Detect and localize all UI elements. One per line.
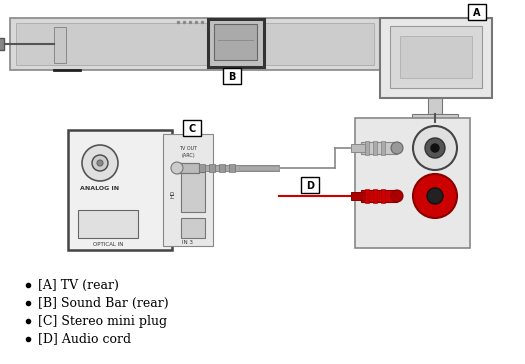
- Circle shape: [413, 126, 457, 170]
- Bar: [209, 164, 215, 172]
- Text: HD: HD: [171, 190, 175, 198]
- Bar: [390, 26, 482, 88]
- Bar: [181, 172, 205, 212]
- Bar: [381, 141, 385, 155]
- Bar: [163, 134, 213, 246]
- Bar: [365, 189, 369, 203]
- Bar: [177, 163, 199, 173]
- Circle shape: [97, 160, 103, 166]
- Text: D: D: [306, 181, 314, 191]
- Text: IN 3: IN 3: [183, 240, 194, 245]
- Bar: [361, 142, 397, 154]
- Bar: [10, 18, 380, 70]
- Bar: [412, 114, 458, 122]
- Bar: [214, 24, 257, 60]
- Bar: [380, 18, 492, 98]
- Bar: [365, 141, 369, 155]
- Text: A: A: [473, 8, 481, 18]
- Text: B: B: [228, 72, 236, 82]
- Circle shape: [391, 142, 403, 154]
- Bar: [16, 23, 374, 65]
- Bar: [199, 164, 205, 172]
- Text: C: C: [188, 124, 196, 134]
- Bar: [351, 144, 365, 152]
- Bar: [78, 210, 138, 238]
- Bar: [181, 218, 205, 238]
- Bar: [223, 68, 241, 84]
- Circle shape: [431, 144, 439, 152]
- Bar: [301, 177, 319, 193]
- Circle shape: [92, 155, 108, 171]
- Circle shape: [413, 174, 457, 218]
- Bar: [373, 141, 377, 155]
- Text: [D] Audio cord: [D] Audio cord: [38, 332, 131, 345]
- Bar: [400, 36, 472, 78]
- Bar: [54, 27, 66, 63]
- Bar: [381, 189, 385, 203]
- Text: ANALOG IN: ANALOG IN: [80, 186, 120, 191]
- Circle shape: [425, 138, 445, 158]
- Bar: [373, 189, 377, 203]
- Bar: [183, 120, 201, 136]
- Text: [C] Stereo mini plug: [C] Stereo mini plug: [38, 314, 167, 328]
- Text: TV OUT: TV OUT: [179, 146, 197, 150]
- Bar: [428, 98, 442, 116]
- Bar: [351, 192, 365, 200]
- Bar: [239, 166, 279, 170]
- Text: [B] Sound Bar (rear): [B] Sound Bar (rear): [38, 297, 169, 309]
- Text: (ARC): (ARC): [181, 154, 195, 158]
- Bar: [361, 190, 397, 202]
- Bar: [468, 4, 486, 20]
- Circle shape: [82, 145, 118, 181]
- Circle shape: [427, 188, 443, 204]
- Circle shape: [391, 190, 403, 202]
- Circle shape: [171, 162, 183, 174]
- Text: [A] TV (rear): [A] TV (rear): [38, 278, 119, 292]
- Bar: [208, 19, 264, 67]
- Bar: [219, 164, 225, 172]
- Bar: [199, 165, 279, 171]
- Bar: [355, 118, 470, 248]
- Bar: [0, 38, 4, 50]
- Bar: [68, 130, 172, 250]
- Bar: [229, 164, 235, 172]
- Text: OPTICAL IN: OPTICAL IN: [93, 241, 123, 246]
